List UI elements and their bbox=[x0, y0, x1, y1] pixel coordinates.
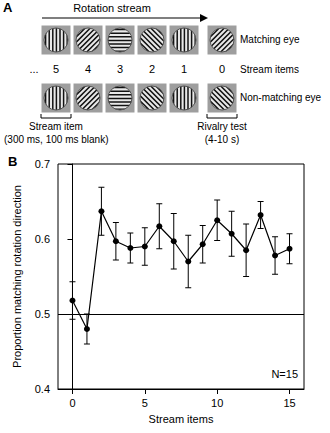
svg-text:0.7: 0.7 bbox=[35, 158, 50, 170]
svg-text:4: 4 bbox=[85, 63, 91, 75]
svg-text:0: 0 bbox=[69, 397, 75, 409]
svg-text:Stream items: Stream items bbox=[240, 64, 299, 75]
svg-text:5: 5 bbox=[53, 63, 59, 75]
svg-text:B: B bbox=[8, 154, 17, 169]
svg-text:A: A bbox=[3, 0, 13, 15]
svg-text:Rivalry test: Rivalry test bbox=[197, 121, 247, 132]
svg-text:Rotation stream: Rotation stream bbox=[73, 2, 151, 14]
svg-text:...: ... bbox=[29, 63, 38, 75]
svg-text:Stream items: Stream items bbox=[149, 413, 214, 425]
svg-text:Non-matching eye: Non-matching eye bbox=[240, 92, 322, 103]
svg-text:15: 15 bbox=[283, 397, 295, 409]
svg-text:3: 3 bbox=[117, 63, 123, 75]
svg-text:(4-10 s): (4-10 s) bbox=[205, 134, 239, 145]
svg-text:2: 2 bbox=[149, 63, 155, 75]
svg-text:1: 1 bbox=[181, 63, 187, 75]
svg-text:Matching eye: Matching eye bbox=[240, 34, 300, 45]
svg-text:N=15: N=15 bbox=[271, 368, 298, 380]
svg-text:(300 ms, 100 ms blank): (300 ms, 100 ms blank) bbox=[4, 134, 109, 145]
svg-text:Stream item: Stream item bbox=[29, 121, 83, 132]
svg-text:0.4: 0.4 bbox=[35, 383, 50, 395]
svg-text:5: 5 bbox=[142, 397, 148, 409]
svg-text:0.6: 0.6 bbox=[35, 233, 50, 245]
svg-text:Proportion matching rotation d: Proportion matching rotation direction bbox=[11, 185, 23, 368]
svg-text:10: 10 bbox=[211, 397, 223, 409]
svg-text:0.5: 0.5 bbox=[35, 308, 50, 320]
svg-text:0: 0 bbox=[219, 63, 225, 75]
